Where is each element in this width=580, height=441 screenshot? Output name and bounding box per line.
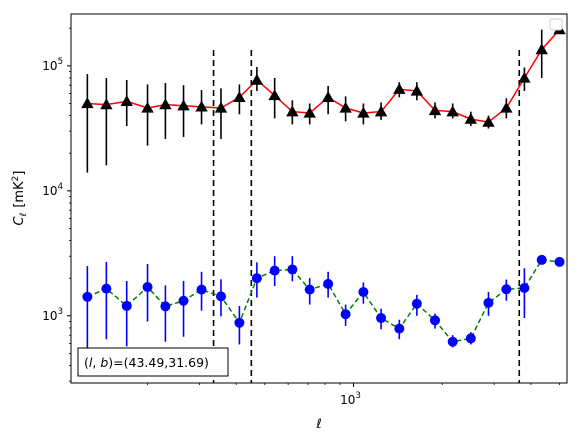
series-1-point-20 xyxy=(447,336,458,347)
series-1-point-26 xyxy=(554,256,565,267)
y-axis-label-exp: 2 xyxy=(11,176,21,182)
series-1-point-4 xyxy=(160,301,171,312)
series-1-point-11 xyxy=(287,264,298,275)
series-1-point-17 xyxy=(394,323,405,334)
series-1-point-21 xyxy=(465,333,476,344)
series-0-point-13 xyxy=(321,91,335,102)
series-1-point-18 xyxy=(411,298,422,309)
svg-text:(l, b)=(43.49,31.69): (l, b)=(43.49,31.69) xyxy=(84,355,209,370)
series-0-point-24 xyxy=(518,71,531,83)
series-1-point-7 xyxy=(215,291,226,302)
series-0-point-12 xyxy=(303,106,316,118)
series-1-point-24 xyxy=(519,282,530,293)
series-1-point-14 xyxy=(340,309,351,320)
plot-frame xyxy=(70,13,568,384)
series-1-point-5 xyxy=(178,295,189,306)
svg-text:Cℓ[mK2]: Cℓ [mK2] xyxy=(11,171,29,226)
series-0-point-1 xyxy=(100,98,113,110)
series-1-point-3 xyxy=(142,282,153,293)
series-0-point-0 xyxy=(81,97,94,109)
series-0-point-18 xyxy=(410,84,424,96)
series-0-point-17 xyxy=(393,83,406,94)
legend-box xyxy=(549,18,563,31)
axis-ticks: 103 104 105 103 xyxy=(42,27,560,407)
series-1-point-6 xyxy=(196,284,207,295)
series-0-point-5 xyxy=(177,99,190,111)
series-0-point-10 xyxy=(268,89,281,101)
series-0-point-14 xyxy=(339,101,352,113)
series-0-point-15 xyxy=(357,106,370,118)
series-1-point-25 xyxy=(536,254,547,265)
series-1-point-15 xyxy=(358,287,369,298)
series-1-point-22 xyxy=(483,297,494,308)
y-axis-label: Cℓ [mK2] xyxy=(11,171,29,226)
y-axis-label-units: [mK xyxy=(12,181,27,208)
x-tick-label-0: 103 xyxy=(340,391,361,407)
x-axis-label: ℓ xyxy=(315,417,321,432)
y-axis-label-sub: ℓ xyxy=(19,213,29,218)
series-1-point-2 xyxy=(121,300,132,311)
series-0-point-4 xyxy=(159,98,172,110)
y-tick-label-2: 105 xyxy=(42,57,63,73)
series-1-point-8 xyxy=(234,317,245,328)
series-1-line xyxy=(87,259,560,343)
series-1-point-0 xyxy=(82,291,93,302)
series-0-point-8 xyxy=(233,91,246,102)
y-tick-label-0: 103 xyxy=(42,307,63,323)
series-0-point-9 xyxy=(250,73,264,85)
series-0-point-3 xyxy=(141,101,154,113)
series-1-point-16 xyxy=(376,313,387,324)
series-1-point-12 xyxy=(304,284,315,295)
series-1-point-13 xyxy=(323,278,334,289)
series-1-point-10 xyxy=(269,265,280,276)
plot-content xyxy=(81,23,566,383)
series-1-point-9 xyxy=(251,273,262,284)
series-0-point-19 xyxy=(428,104,442,116)
series-0-point-7 xyxy=(214,101,228,113)
series-1-point-23 xyxy=(501,284,512,295)
series-1-point-1 xyxy=(101,283,112,294)
y-axis-label-main: C xyxy=(12,215,27,225)
series-0-point-20 xyxy=(446,105,459,117)
series-0-point-2 xyxy=(120,95,133,107)
series-0-point-16 xyxy=(374,105,388,117)
y-tick-label-1: 104 xyxy=(42,182,63,198)
series-1-point-19 xyxy=(430,315,441,326)
series-0-point-22 xyxy=(482,115,495,127)
y-axis-label-close: ] xyxy=(12,171,27,176)
series-0-point-6 xyxy=(195,100,208,112)
series-0-line xyxy=(87,29,561,123)
series-0-point-23 xyxy=(500,101,513,113)
series-0-point-21 xyxy=(464,112,478,124)
annotation-box: (l, b)=(43.49,31.69) xyxy=(77,347,229,377)
series-0-point-25 xyxy=(535,43,548,55)
series-0-point-11 xyxy=(286,105,299,117)
